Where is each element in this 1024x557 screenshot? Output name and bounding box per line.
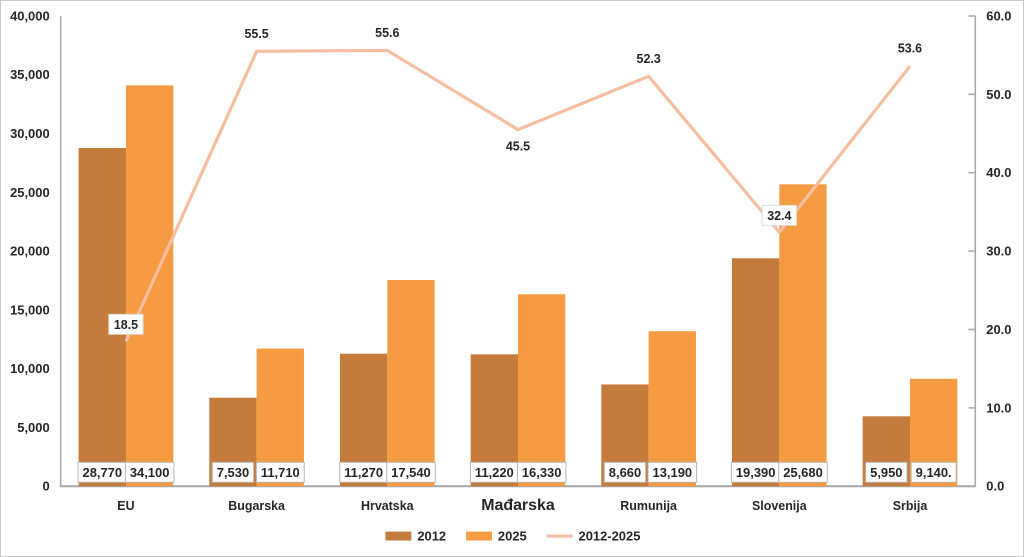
right-axis-tick-label: 50.0 [986,87,1011,102]
left-axis-tick-label: 15,000 [10,302,50,317]
line-label-3: 45.5 [506,140,530,154]
bar-2025-3[interactable] [517,294,566,487]
left-axis-tick-label: 35,000 [10,67,50,82]
value-label-2025-3: 16,330 [522,465,562,480]
bar-2025-2[interactable] [387,280,435,487]
right-axis-tick-label: 30.0 [986,244,1011,259]
category-label-6: Srbija [893,499,928,513]
left-axis-tick-label: 25,000 [10,185,50,200]
right-axis-tick-label: 60.0 [986,8,1011,23]
value-label-2025-6: 9,140. [916,465,952,480]
value-label-2025-1: 11,710 [261,465,300,480]
bar-2012-5[interactable] [731,258,780,487]
value-label-2025-0-box [124,461,175,483]
value-label-2025-5-box [778,461,828,483]
line-label-0: 18.5 [114,318,138,332]
bar-2025-4[interactable] [648,331,696,487]
left-axis-tick-label: 40,000 [10,8,50,23]
right-axis-tick-label: 10.0 [986,400,1011,415]
value-label-2025-6-box [910,461,957,483]
category-label-5: Slovenija [752,499,807,513]
category-label-1: Bugarska [228,499,285,513]
line-label-6: 53.6 [898,42,922,56]
value-label-2025-2-box [386,461,436,483]
value-label-2012-3: 11,220 [475,465,514,480]
value-label-2012-4-box [603,461,647,483]
legend-label-0[interactable]: 2012 [417,529,446,544]
left-axis-tick-label: 30,000 [10,126,50,141]
value-label-2012-1-box [211,461,255,483]
value-label-2025-1-box [255,461,305,483]
category-label-0: EU [117,499,134,513]
legend-label-2[interactable]: 2012-2025 [579,529,641,544]
value-label-2012-5: 19,390 [736,465,776,480]
category-label-2: Hrvatska [361,499,414,513]
left-axis-tick-label: 5,000 [17,420,49,435]
value-label-2025-0: 34,100 [130,465,170,480]
left-axis-tick-label: 10,000 [10,361,50,376]
line-label-box-5 [761,204,797,226]
value-label-2025-2: 17,540 [391,465,431,480]
bar-2025-5[interactable] [779,184,827,487]
line-label-5: 32.4 [767,209,791,223]
value-label-2025-4-box [647,461,698,483]
line-label-2: 55.6 [375,26,399,40]
left-axis-tick-label: 20,000 [10,244,50,259]
line-series-2012-2025[interactable] [124,48,912,342]
line-label-box-0 [108,313,144,335]
line-label-4: 52.3 [637,52,661,66]
value-label-2012-6-box [865,461,908,483]
right-axis-tick-label: 40.0 [986,165,1011,180]
legend-label-1[interactable]: 2025 [498,529,527,544]
line-label-1: 55.5 [245,27,269,41]
right-axis-tick-label: 0.0 [986,479,1004,494]
value-label-2025-3-box [516,461,567,483]
value-label-2012-4: 8,660 [609,465,641,480]
right-axis-tick-label: 20.0 [986,322,1011,337]
value-label-2012-6: 5,950 [870,465,902,480]
legend-swatch-2012[interactable] [385,531,412,541]
category-label-3: Mađarska [481,497,555,514]
left-axis-tick-label: 0 [42,479,49,494]
value-label-2012-0: 28,770 [83,465,123,480]
category-label-4: Rumunija [620,499,677,513]
value-label-2012-2: 11,270 [344,465,383,480]
legend-swatch-2025[interactable] [466,531,492,541]
value-label-2012-1: 7,530 [217,465,249,480]
value-label-2025-5: 25,680 [783,465,823,480]
value-label-2025-4: 13,190 [653,465,693,480]
